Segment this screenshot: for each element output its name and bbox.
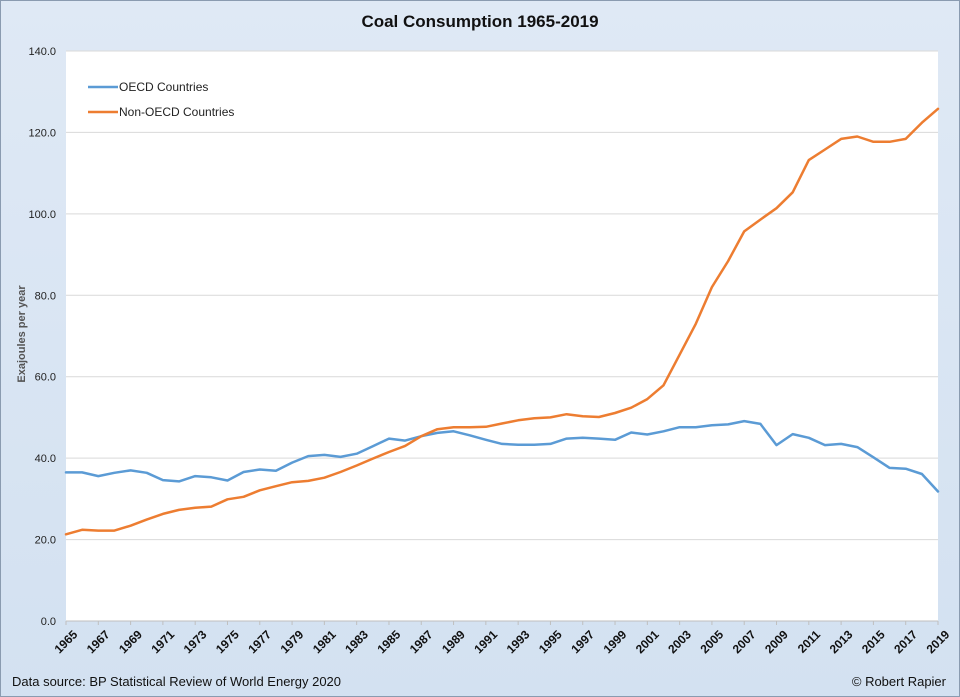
y-tick-labels: 0.0 20.0 40.0 60.0 80.0 100.0 120.0 140.0	[28, 46, 56, 628]
x-tick-label: 2009	[762, 627, 791, 656]
x-tick-label: 1969	[116, 627, 145, 656]
x-tick-label: 1985	[375, 627, 404, 656]
x-tick-label: 1981	[310, 627, 339, 656]
y-tick-label: 20.0	[35, 535, 56, 547]
x-tick-label: 2017	[891, 627, 920, 656]
x-tick-label: 1993	[504, 627, 533, 656]
author-credit: © Robert Rapier	[851, 674, 946, 689]
x-tick-label: 2015	[859, 627, 888, 656]
plot-area	[66, 51, 938, 621]
legend: OECD Countries Non-OECD Countries	[88, 80, 234, 119]
legend-label: Non-OECD Countries	[119, 105, 234, 119]
chart-title: Coal Consumption 1965-2019	[361, 12, 599, 31]
y-tick-label: 140.0	[28, 46, 56, 58]
legend-label: OECD Countries	[119, 80, 208, 94]
series-line-1	[64, 107, 940, 536]
x-tick-label: 1995	[536, 627, 565, 656]
y-tick-label: 100.0	[28, 209, 56, 221]
x-tick-label: 2007	[730, 627, 759, 656]
x-tick-label: 2013	[827, 627, 856, 656]
x-tick-label: 1975	[213, 627, 242, 656]
series-line-0	[64, 419, 940, 493]
x-tick-label: 1967	[84, 627, 113, 656]
x-tick-label: 1973	[181, 627, 210, 656]
x-tick-label: 1971	[148, 627, 177, 656]
data-source-note: Data source: BP Statistical Review of Wo…	[12, 674, 342, 689]
x-tick-label: 2019	[924, 627, 953, 656]
y-tick-label: 120.0	[28, 127, 56, 139]
y-tick-label: 0.0	[41, 616, 56, 628]
series-lines	[64, 107, 940, 536]
x-tick-label: 1991	[471, 627, 500, 656]
x-tick-label: 1987	[407, 627, 436, 656]
x-tick-label: 2005	[697, 627, 726, 656]
gridlines	[66, 50, 938, 622]
x-tick-label: 1983	[342, 627, 371, 656]
y-tick-label: 60.0	[35, 372, 56, 384]
x-tick-label: 1965	[52, 627, 81, 656]
x-tick-label: 2001	[633, 627, 662, 656]
x-tick-label: 1989	[439, 627, 468, 656]
x-tick-label: 2011	[795, 627, 824, 656]
y-tick-label: 40.0	[35, 453, 56, 465]
x-tick-label: 1977	[245, 627, 274, 656]
x-tick-label: 1997	[568, 627, 597, 656]
x-tick-label: 1979	[278, 627, 307, 656]
y-tick-label: 80.0	[35, 290, 56, 302]
x-tick-label: 2003	[665, 627, 694, 656]
x-tick-labels: 1965 1967 1969 1971 1973 1975 1977 1979 1981 1983…	[52, 621, 953, 656]
x-tick-label: 1999	[601, 627, 630, 656]
